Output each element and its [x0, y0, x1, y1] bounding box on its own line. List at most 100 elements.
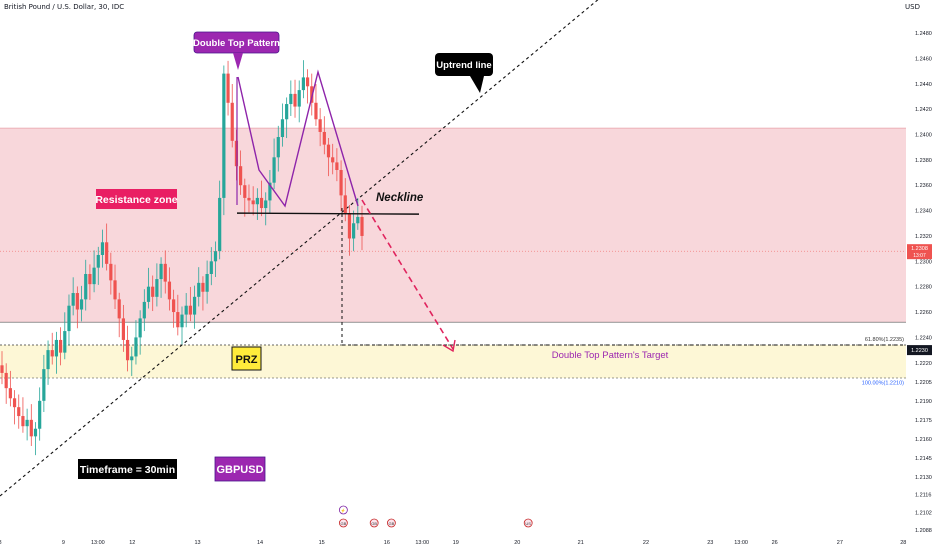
- candle-body: [251, 200, 255, 205]
- candle-body: [96, 254, 100, 268]
- candle-body: [0, 365, 4, 373]
- neckline-label: Neckline: [376, 192, 424, 204]
- candle-body: [117, 299, 121, 319]
- candle-body: [88, 274, 92, 285]
- event-icon-label: US: [525, 521, 531, 526]
- candle-body: [17, 407, 21, 417]
- candle-body: [293, 93, 297, 107]
- candle-body: [109, 263, 113, 281]
- candle-body: [38, 400, 42, 429]
- candle-body: [142, 301, 146, 319]
- candle-body: [272, 157, 276, 183]
- currency-label: USD: [905, 3, 920, 11]
- candle-body: [63, 331, 67, 353]
- y-tick-label: 1.2300: [915, 259, 932, 265]
- candle-body: [42, 369, 46, 401]
- candle-body: [264, 200, 268, 209]
- x-tick-label: 14: [257, 540, 263, 546]
- pair-label: GBPUSD: [216, 464, 263, 476]
- candle-body: [184, 305, 188, 315]
- candle-body: [343, 195, 347, 214]
- candle-body: [125, 339, 130, 361]
- event-icon-label: ⚡: [341, 508, 346, 513]
- candle-body: [46, 350, 50, 370]
- x-tick-label: 13:00: [415, 540, 429, 546]
- candle-body: [301, 77, 305, 91]
- event-icon[interactable]: [338, 505, 348, 515]
- candle-body: [331, 157, 335, 163]
- candle-body: [130, 356, 134, 361]
- y-tick-label: 1.2145: [915, 456, 932, 462]
- double-top-pattern-line: [237, 69, 359, 208]
- candle-body: [318, 119, 322, 132]
- event-icon[interactable]: [338, 518, 348, 528]
- candle-body: [167, 281, 172, 300]
- candle-body: [134, 337, 138, 357]
- timeframe-label-box: [78, 459, 177, 479]
- y-tick-label: 1.2480: [915, 31, 932, 37]
- candle-body: [239, 166, 243, 186]
- candle-body: [151, 286, 155, 297]
- y-tick-label: 1.2240: [915, 335, 932, 341]
- y-tick-label: 1.2220: [915, 361, 932, 367]
- projection-arrow: [361, 199, 454, 350]
- candle-body: [138, 318, 142, 338]
- y-tick-label: 1.2400: [915, 132, 932, 138]
- x-tick-label: 15: [319, 540, 325, 546]
- event-icon[interactable]: [386, 518, 396, 528]
- event-icon-label: GB: [371, 521, 377, 526]
- candle-body: [155, 279, 159, 297]
- timeframe-label: Timeframe = 30min: [80, 464, 175, 476]
- x-tick-label: 13:00: [91, 540, 105, 546]
- x-tick-label: 28: [900, 540, 906, 546]
- y-tick-label: 1.2205: [915, 380, 932, 386]
- candle-body: [172, 299, 176, 313]
- y-tick-label: 1.2160: [915, 437, 932, 443]
- event-icon-label: GB: [389, 521, 395, 526]
- candle-body: [180, 314, 184, 328]
- candle-body: [352, 223, 356, 239]
- candle-body: [205, 274, 209, 292]
- projection-arrowhead: [442, 339, 456, 353]
- candle-body: [67, 305, 71, 332]
- candle-body: [105, 242, 109, 264]
- event-icon[interactable]: [523, 518, 533, 528]
- candle-body: [188, 305, 192, 315]
- candle-body: [54, 339, 59, 357]
- candle-body: [335, 162, 339, 170]
- candle-body: [8, 388, 12, 399]
- resistance-label: Resistance zone: [95, 194, 177, 206]
- x-tick-label: 8: [0, 540, 2, 546]
- fib-label: 100.00%(1.2210): [862, 380, 904, 386]
- x-tick-label: 9: [62, 540, 65, 546]
- y-tick-label: 1.2280: [915, 285, 932, 291]
- last-price-timer: 13:07: [913, 253, 926, 259]
- x-tick-label: 16: [384, 540, 390, 546]
- event-icon[interactable]: [369, 518, 379, 528]
- last-price-label: 1.2308: [911, 246, 928, 252]
- y-tick-label: 1.2088: [915, 528, 932, 534]
- x-tick-label: 19: [453, 540, 459, 546]
- y-tick-label: 1.2340: [915, 209, 932, 215]
- prz-label-box: [231, 346, 262, 371]
- x-tick-label: 26: [772, 540, 778, 546]
- uptrend-line: [0, 0, 599, 497]
- candle-body: [100, 242, 105, 255]
- resistance-zone: [0, 128, 906, 323]
- candle-body: [255, 197, 259, 205]
- candle-body: [209, 261, 213, 274]
- double-top-label-pointer: [233, 53, 243, 70]
- x-tick-label: 20: [514, 540, 520, 546]
- uptrend-label: Uptrend line: [436, 60, 491, 71]
- symbol-title: British Pound / U.S. Dollar, 30, IDC: [4, 3, 125, 11]
- candle-body: [197, 282, 201, 297]
- candle-body: [146, 286, 151, 302]
- y-tick-label: 1.2260: [915, 310, 932, 316]
- event-icon-label: GB: [340, 521, 346, 526]
- candle-body: [201, 282, 205, 292]
- candle-body: [314, 102, 318, 120]
- candle-body: [276, 137, 280, 158]
- candle-body: [84, 274, 88, 300]
